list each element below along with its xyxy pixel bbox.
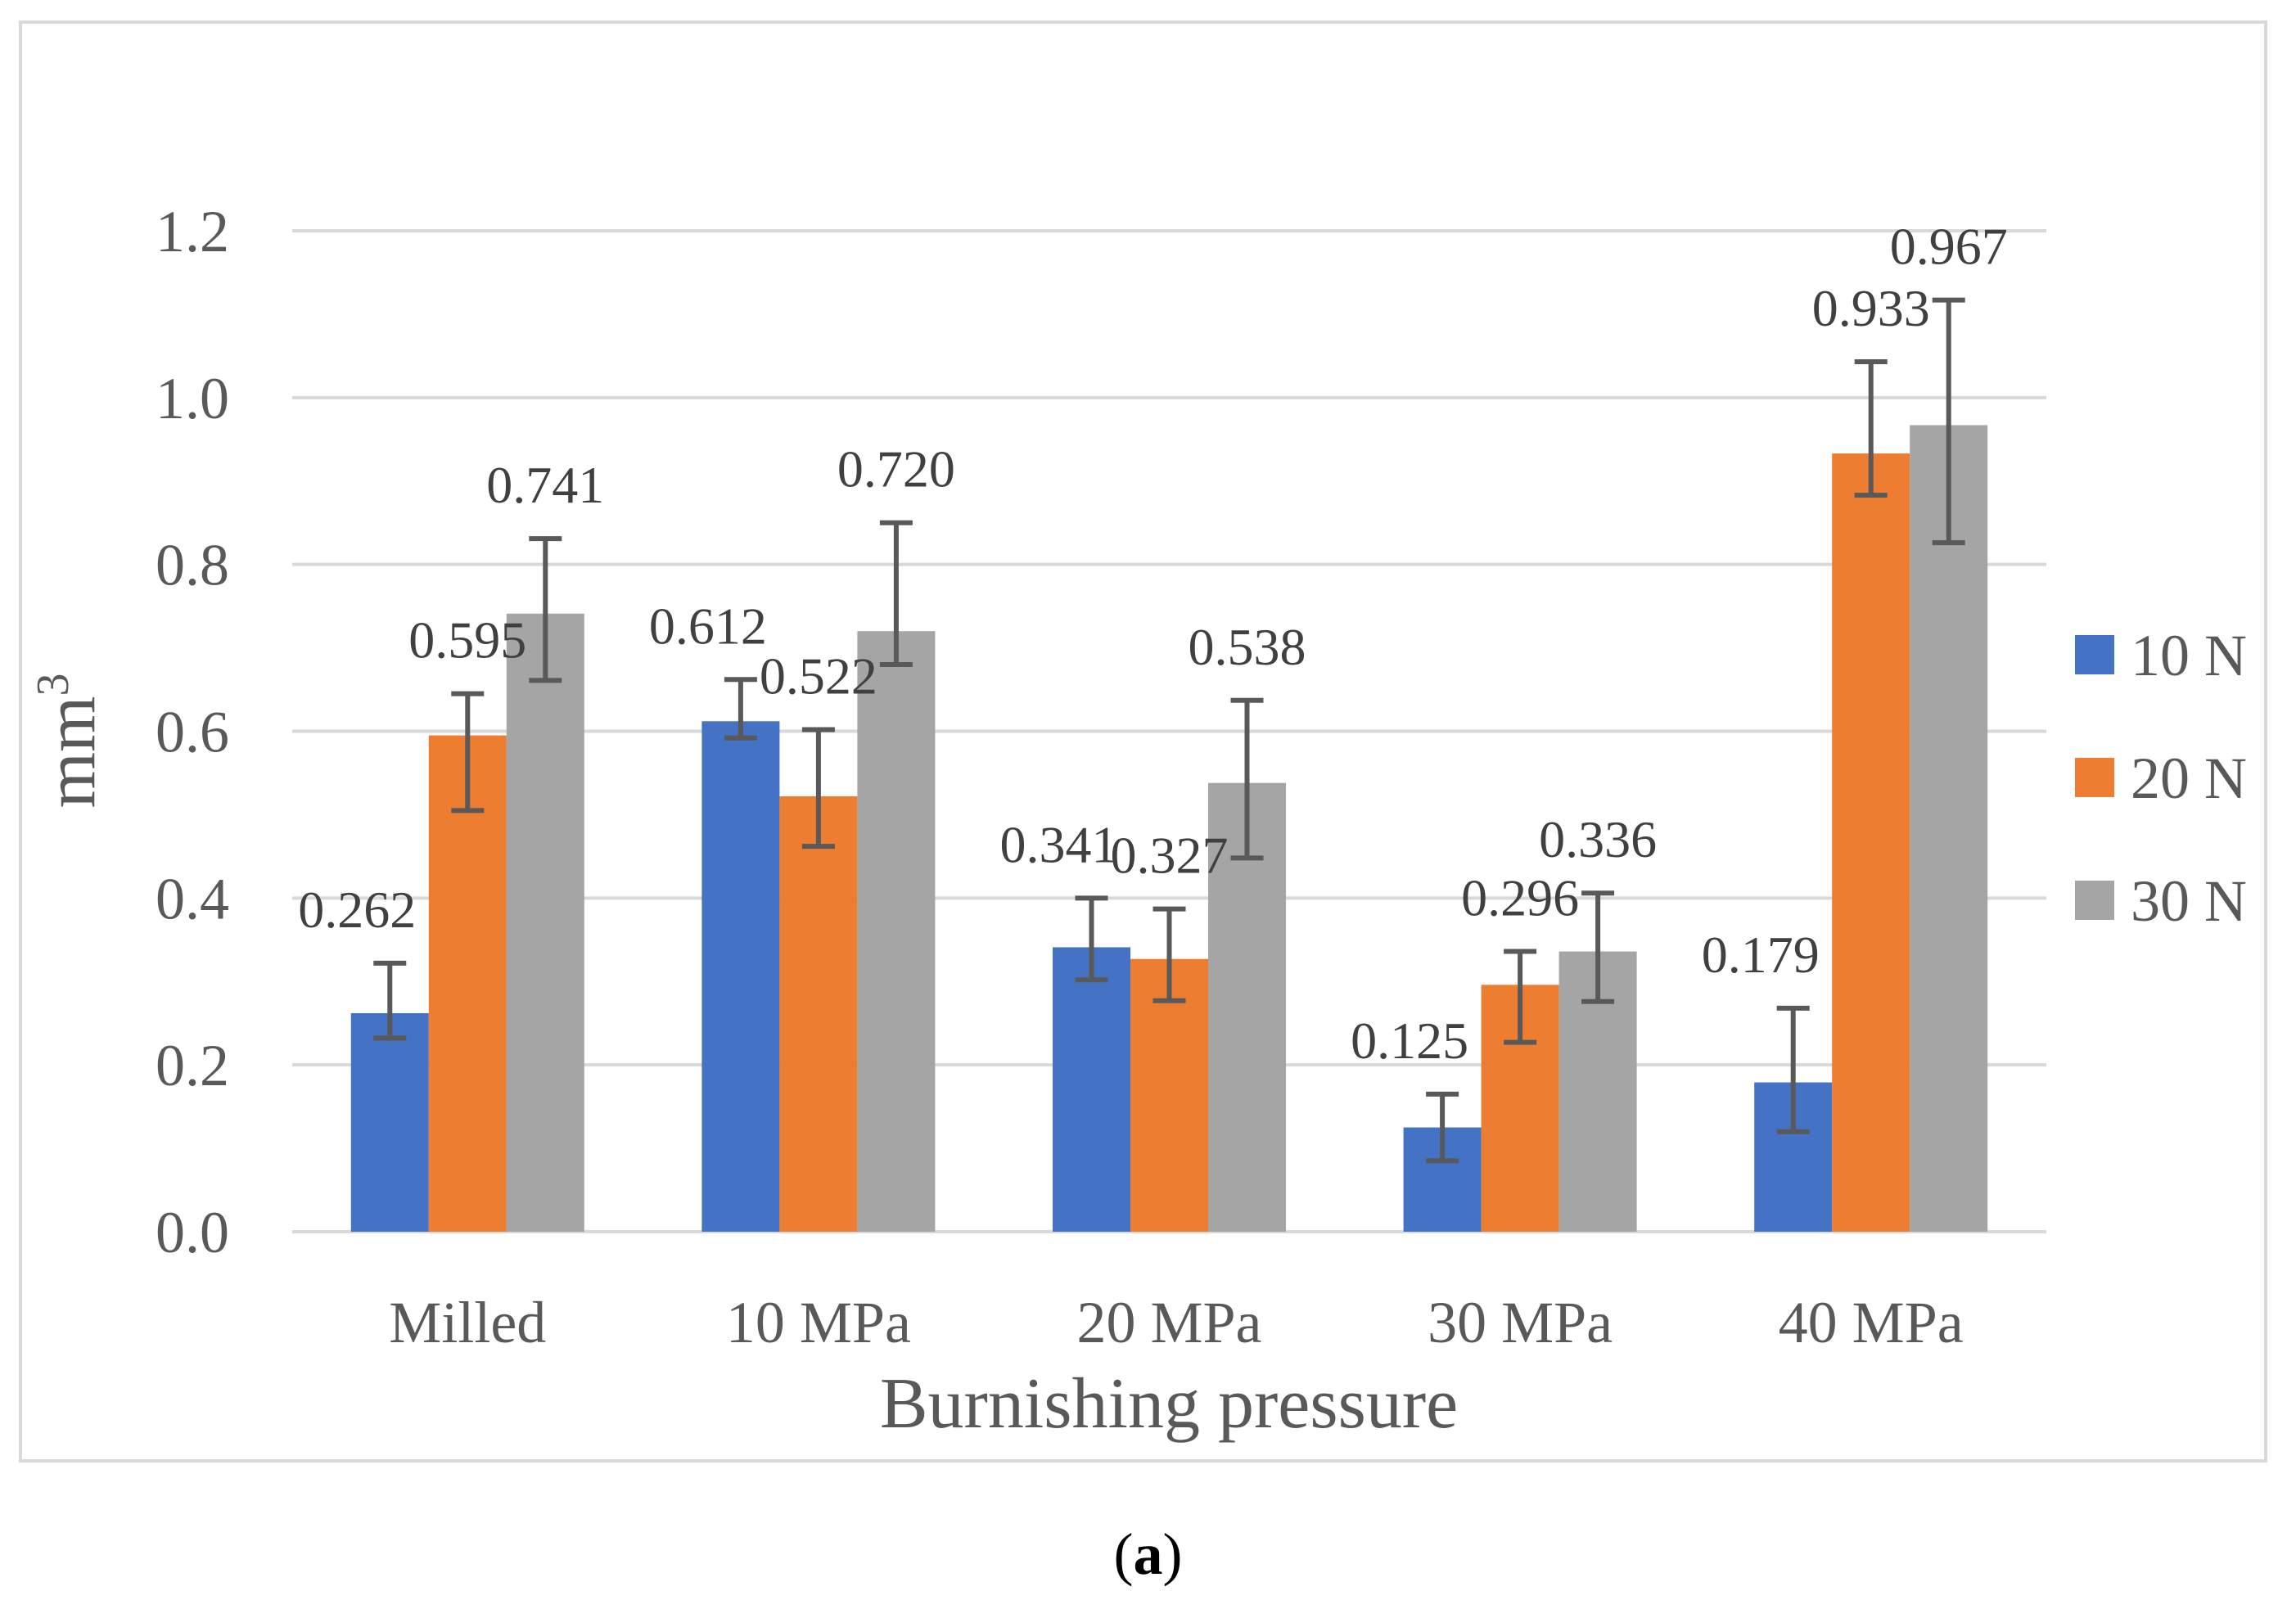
bar — [506, 613, 584, 1232]
data-label: 0.336 — [1539, 810, 1657, 868]
y-tick-label: 0.0 — [156, 1200, 229, 1265]
bar — [350, 1012, 429, 1232]
y-tick-label: 0.2 — [156, 1033, 229, 1098]
x-tick-label: 10 MPa — [726, 1290, 911, 1355]
data-label: 0.720 — [837, 440, 955, 498]
legend-swatch — [2075, 758, 2114, 797]
legend-swatch — [2075, 881, 2114, 920]
data-label: 0.933 — [1812, 279, 1930, 337]
data-label: 0.741 — [486, 456, 604, 514]
data-label: 0.341 — [1000, 815, 1118, 873]
bar — [1832, 453, 1910, 1232]
x-tick-label: 20 MPa — [1076, 1290, 1261, 1355]
data-label: 0.327 — [1111, 827, 1229, 885]
data-label: 0.538 — [1189, 618, 1306, 676]
y-tick-label: 0.8 — [156, 533, 229, 598]
data-label: 0.595 — [408, 611, 526, 669]
x-tick-label: 30 MPa — [1428, 1290, 1613, 1355]
bar — [701, 721, 780, 1232]
bar — [1130, 958, 1208, 1232]
data-label: 0.296 — [1461, 869, 1579, 927]
panel-caption: (a) — [0, 1521, 2296, 1589]
caption-letter: a — [1133, 1521, 1163, 1587]
data-label: 0.612 — [649, 597, 767, 655]
y-tick-label: 1.2 — [156, 199, 229, 264]
data-label: 0.125 — [1351, 1012, 1468, 1070]
x-axis-title: Burnishing pressure — [880, 1364, 1458, 1444]
data-labels: 0.262 0.612 0.341 0.125 0.179 0.595 0.522 0.327… — [298, 218, 2007, 1070]
y-tick-label: 1.0 — [156, 366, 229, 431]
error-bars — [373, 297, 1965, 1164]
caption-open: ( — [1113, 1521, 1134, 1587]
legend: 10 N 20 N 30 N — [2075, 623, 2247, 934]
x-tick-label: 40 MPa — [1779, 1290, 1964, 1355]
bar — [779, 795, 858, 1232]
axes: 0.0 0.2 0.4 0.6 0.8 1.0 1.2 Milled 10 MPa 20 MPa 3… — [156, 199, 1964, 1355]
data-label: 0.262 — [298, 881, 416, 939]
data-label: 0.967 — [1890, 218, 2008, 276]
y-axis-title-unit: mm — [31, 696, 111, 809]
legend-label: 30 N — [2131, 868, 2247, 934]
bar — [428, 735, 507, 1232]
grid-lines — [292, 229, 2046, 1233]
y-tick-label: 0.4 — [156, 866, 229, 931]
legend-swatch — [2075, 635, 2114, 674]
bars — [350, 425, 1988, 1232]
caption-close: ) — [1162, 1521, 1183, 1587]
bar — [1910, 425, 1988, 1232]
data-label: 0.522 — [760, 647, 877, 705]
bar — [857, 631, 936, 1232]
bar — [1053, 947, 1130, 1232]
x-tick-label: Milled — [389, 1290, 546, 1355]
y-tick-label: 0.6 — [156, 700, 229, 765]
y-axis-title: mm3 — [28, 674, 111, 809]
legend-label: 10 N — [2131, 623, 2247, 688]
y-axis-title-superscript: 3 — [28, 674, 79, 696]
legend-label: 20 N — [2131, 746, 2247, 811]
data-label: 0.179 — [1702, 926, 1820, 984]
